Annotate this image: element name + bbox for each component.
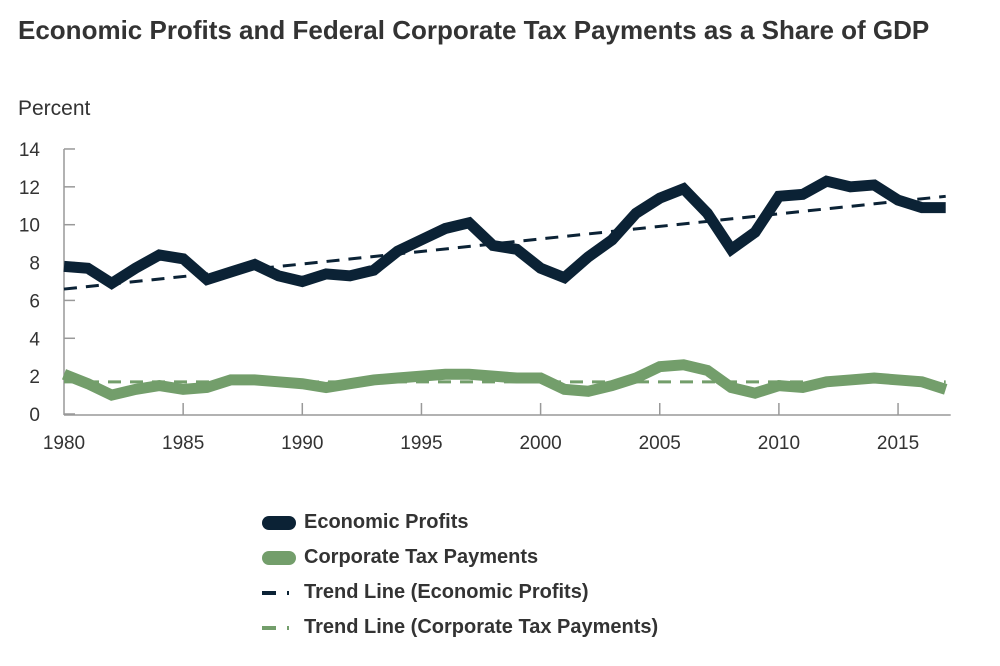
legend: Economic Profits Corporate Tax Payments …: [262, 505, 658, 645]
x-tick-label: 1980: [43, 433, 85, 454]
y-tick-label: 12: [19, 178, 40, 199]
x-tick-label: 2010: [758, 433, 800, 454]
series-line-corporate-tax: [61, 359, 948, 401]
legend-label: Trend Line (Economic Profits): [304, 581, 589, 603]
legend-swatch: [262, 515, 296, 530]
x-tick-label: 2015: [877, 433, 919, 454]
y-axis-label: Percent: [18, 97, 91, 120]
y-tick-label: 8: [29, 254, 40, 275]
x-tick-label: 2000: [519, 433, 561, 454]
x-tick-label: 1990: [281, 433, 323, 454]
legend-label: Economic Profits: [304, 511, 469, 533]
legend-item-trend-economic: Trend Line (Economic Profits): [262, 575, 658, 610]
y-tick-label: 0: [29, 405, 40, 426]
legend-swatch: [262, 586, 296, 600]
x-tick-label: 2005: [639, 433, 681, 454]
legend-label: Corporate Tax Payments: [304, 546, 539, 568]
legend-swatch: [262, 621, 296, 635]
y-tick-label: 10: [19, 216, 40, 237]
legend-item-corporate-tax: Corporate Tax Payments: [262, 540, 658, 575]
legend-swatch: [262, 550, 296, 565]
x-tick-label: 1985: [162, 433, 204, 454]
x-tick-label: 1995: [400, 433, 442, 454]
series-line-economic-profits: [63, 175, 946, 290]
y-tick-label: 14: [19, 140, 41, 161]
legend-item-trend-tax: Trend Line (Corporate Tax Payments): [262, 610, 658, 645]
legend-label: Trend Line (Corporate Tax Payments): [304, 616, 659, 638]
y-tick-label: 4: [29, 329, 40, 350]
chart-title: Economic Profits and Federal Corporate T…: [18, 15, 930, 45]
legend-item-economic-profits: Economic Profits: [262, 505, 658, 540]
y-tick-label: 6: [29, 291, 40, 312]
y-tick-label: 2: [29, 367, 40, 388]
